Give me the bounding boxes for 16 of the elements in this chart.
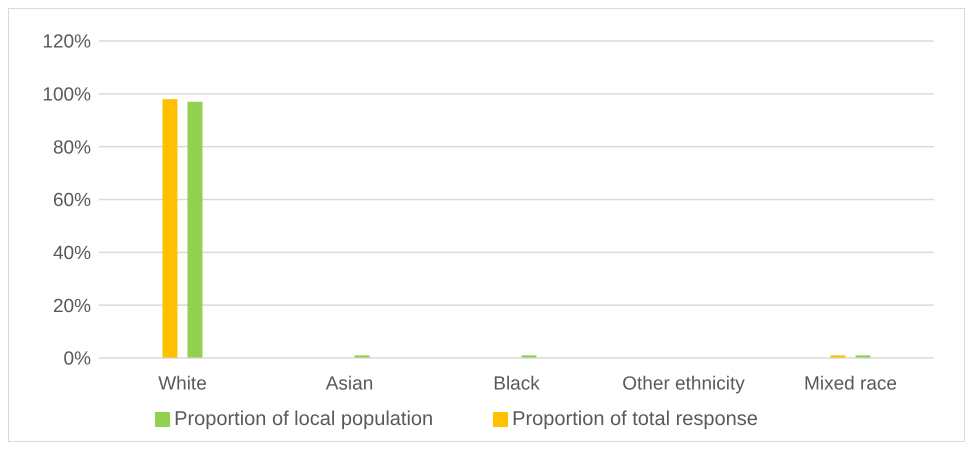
y-tick-label: 40%: [52, 243, 92, 264]
x-tick-label: Other ethnicity: [622, 373, 746, 394]
y-tick-label: 100%: [42, 84, 92, 106]
y-tick-label: 20%: [52, 296, 92, 317]
legend-label: Proportion of total response: [512, 408, 758, 430]
x-tick-label: Black: [493, 373, 540, 394]
y-tick-label: 80%: [52, 137, 92, 158]
y-tick-label: 120%: [42, 32, 92, 53]
x-tick-label: White: [158, 373, 207, 394]
x-tick-label: Asian: [326, 373, 374, 394]
bar: [187, 102, 202, 358]
x-tick-label: Mixed race: [804, 373, 897, 394]
y-tick-label: 60%: [52, 190, 92, 212]
y-tick-label: 0%: [64, 348, 92, 370]
legend-label: Proportion of local population: [174, 408, 434, 430]
bar: [162, 99, 178, 358]
